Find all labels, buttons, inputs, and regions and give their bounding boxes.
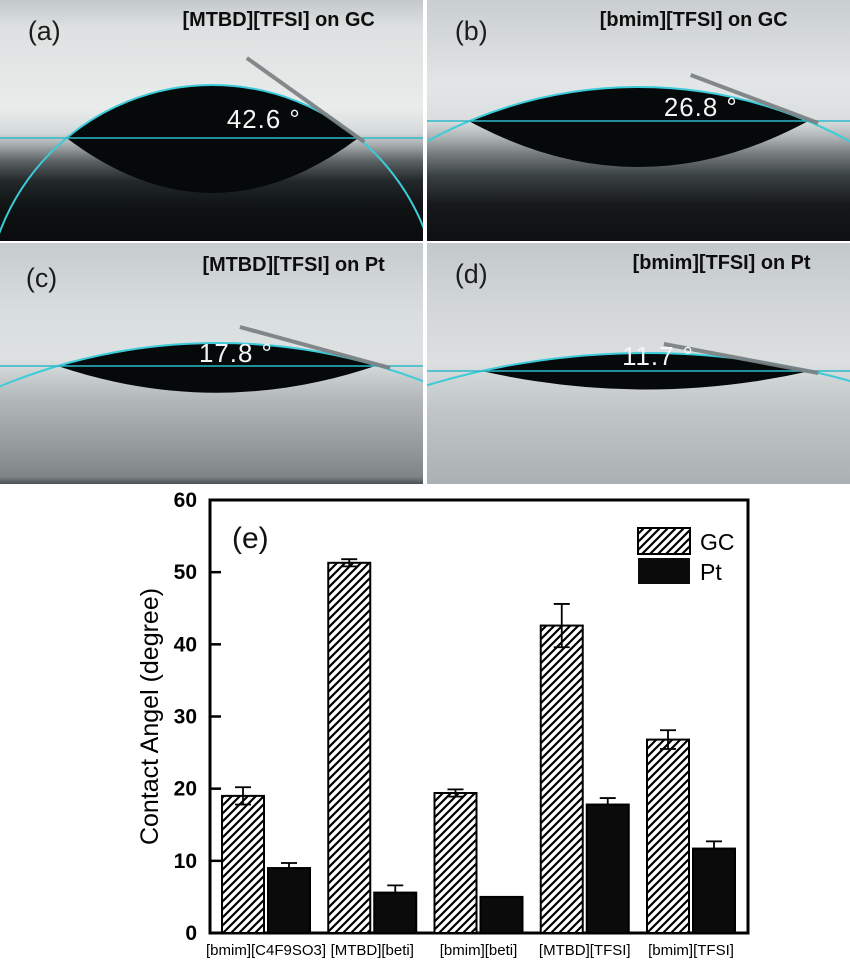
bar-gc-2 <box>433 791 478 934</box>
y-tick-label: 10 <box>174 850 197 873</box>
y-tick-label: 60 <box>174 489 197 512</box>
bar-pt-4 <box>692 847 736 934</box>
fitted-circle-line <box>427 352 850 387</box>
tangent-line <box>663 342 819 375</box>
contact-angle-photo-d: 11.7 ° [bmim][TFSI] on Pt (d) <box>427 243 850 484</box>
angle-value-text: 17.8 ° <box>199 340 273 368</box>
y-tick-label: 50 <box>174 561 197 584</box>
bar-pt-0 <box>267 867 311 934</box>
x-tick-label-4: [bmim][TFSI] <box>648 942 734 959</box>
plot-border <box>208 498 750 935</box>
bar-pt-2 <box>479 895 524 934</box>
x-tick-label-2: [bmim][beti] <box>440 942 518 959</box>
contact-angle-bar-chart: 0 10 20 30 40 50 60 [bmim][C4F9SO3] [MTBD][beti]… <box>136 489 750 959</box>
panel-letter: (d) <box>455 259 488 289</box>
bar-gc-1 <box>327 561 372 934</box>
y-tick-label: 40 <box>174 633 197 656</box>
angle-value-text: 11.7 ° <box>622 343 694 371</box>
contact-angle-photo-b: 26.8 ° [bmim][TFSI] on GC (b) <box>427 0 850 241</box>
contact-angle-photo-c: 17.8 ° [MTBD][TFSI] on Pt (c) <box>0 243 423 484</box>
legend-label-gc: GC <box>700 529 735 555</box>
y-tick-label: 30 <box>174 706 197 729</box>
panel-letter: (c) <box>26 263 57 293</box>
panel-title: [bmim][TFSI] on Pt <box>633 252 811 274</box>
y-tick-label: 20 <box>174 778 197 801</box>
fitted-circle-line <box>427 86 850 143</box>
x-tick-label-1: [MTBD][beti] <box>331 942 414 959</box>
droplet <box>66 85 359 193</box>
bar-gc-4 <box>646 738 690 934</box>
y-tick-label: 0 <box>185 922 197 945</box>
y-axis-title: Contact Angel (degree) <box>136 588 164 845</box>
tangent-line <box>690 73 819 125</box>
bar-chart-panel: 0 10 20 30 40 50 60 [bmim][C4F9SO3] [MTBD][beti]… <box>0 484 850 979</box>
contact-angle-photo-a: 42.6 ° [MTBD][TFSI] on GC (a) <box>0 0 423 241</box>
x-tick-label-3: [MTBD][TFSI] <box>539 942 631 959</box>
bar-pt-1 <box>373 891 418 935</box>
bar-pt-3 <box>585 803 630 934</box>
legend-swatch-gc <box>637 527 691 555</box>
tangent-line <box>239 325 391 370</box>
chart-panel-label: (e) <box>232 522 269 555</box>
droplet <box>468 86 809 167</box>
panel-title: [MTBD][TFSI] on Pt <box>202 254 385 276</box>
x-tick-label-0: [bmim][C4F9SO3] <box>206 942 326 959</box>
legend-label-pt: Pt <box>700 559 722 585</box>
panel-title: [bmim][TFSI] on GC <box>600 9 788 31</box>
angle-value-text: 26.8 ° <box>664 94 738 122</box>
fitted-circle-line <box>0 84 423 235</box>
panel-letter: (a) <box>28 16 61 46</box>
bar-gc-3 <box>539 624 584 934</box>
bar-gc-0 <box>221 794 265 934</box>
panel-title: [MTBD][TFSI] on GC <box>183 9 375 31</box>
legend-swatch-pt <box>638 558 690 584</box>
angle-value-text: 42.6 ° <box>227 106 301 134</box>
droplet <box>57 342 379 393</box>
fitted-circle-line <box>0 342 423 388</box>
tangent-line <box>245 56 366 144</box>
panel-letter: (b) <box>455 16 488 46</box>
